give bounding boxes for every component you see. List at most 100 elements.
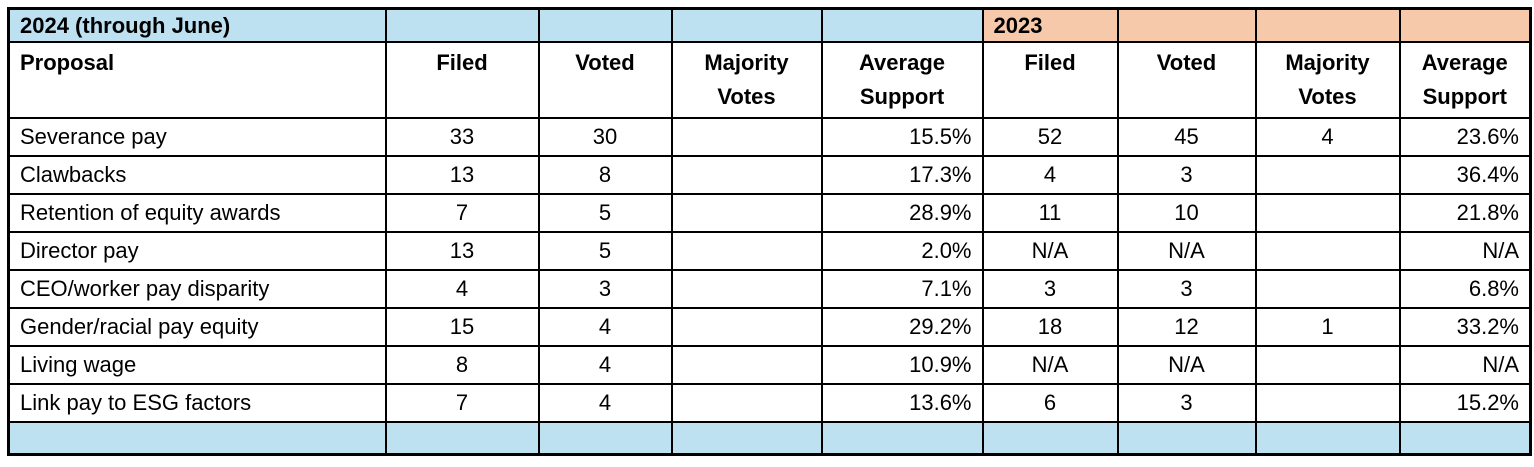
avg-2023-cell: N/A [1398, 345, 1532, 385]
avg-2023-cell: 36.4% [1398, 155, 1532, 195]
avg-2023-cell: 21.8% [1398, 193, 1532, 233]
footer-spacer-cell [820, 421, 984, 456]
voted-2024-cell: 5 [537, 231, 673, 271]
year-2024-spacer-cell [670, 7, 823, 43]
majority-2024-cell [670, 345, 823, 385]
avg-2023-cell: N/A [1398, 231, 1532, 271]
majority-2024-cell [670, 117, 823, 157]
filed-2023-cell: 18 [981, 307, 1119, 347]
avg-2024-cell: 10.9% [820, 345, 984, 385]
header-filed-2023: Filed [981, 41, 1119, 119]
header-voted-2024: Voted [537, 41, 673, 119]
voted-2023-cell: 3 [1116, 155, 1257, 195]
footer-spacer-cell [1254, 421, 1401, 456]
majority-2023-cell [1254, 383, 1401, 423]
table-row-severance-pay: Severance pay 33 30 15.5% 52 45 4 23.6% [7, 117, 1532, 157]
proposal-cell: CEO/worker pay disparity [7, 269, 387, 309]
avg-2024-cell: 15.5% [820, 117, 984, 157]
proposal-cell: Living wage [7, 345, 387, 385]
avg-2024-cell: 13.6% [820, 383, 984, 423]
filed-2024-cell: 13 [384, 155, 540, 195]
majority-2024-cell [670, 383, 823, 423]
footer-spacer-cell [537, 421, 673, 456]
footer-spacer-cell [1116, 421, 1257, 456]
proposal-cell: Severance pay [7, 117, 387, 157]
majority-2023-cell: 1 [1254, 307, 1401, 347]
voted-2023-cell: 12 [1116, 307, 1257, 347]
filed-2023-cell: N/A [981, 231, 1119, 271]
avg-2023-cell: 33.2% [1398, 307, 1532, 347]
avg-2024-cell: 2.0% [820, 231, 984, 271]
table-row-link-pay-to-esg-factors: Link pay to ESG factors 7 4 13.6% 6 3 15… [7, 383, 1532, 423]
year-2024-spacer-cell [384, 7, 540, 43]
voted-2024-cell: 4 [537, 345, 673, 385]
avg-2024-cell: 29.2% [820, 307, 984, 347]
filed-2024-cell: 7 [384, 383, 540, 423]
majority-2023-cell [1254, 269, 1401, 309]
year-2023-label: 2023 [981, 7, 1119, 43]
majority-2024-cell [670, 231, 823, 271]
voted-2023-cell: N/A [1116, 345, 1257, 385]
footer-spacer-cell [7, 421, 387, 456]
voted-2024-cell: 3 [537, 269, 673, 309]
voted-2023-cell: 10 [1116, 193, 1257, 233]
filed-2024-cell: 8 [384, 345, 540, 385]
year-header-row: 2024 (through June) 2023 [7, 7, 1532, 43]
voted-2023-cell: 3 [1116, 383, 1257, 423]
filed-2023-cell: N/A [981, 345, 1119, 385]
avg-2023-cell: 15.2% [1398, 383, 1532, 423]
voted-2024-cell: 30 [537, 117, 673, 157]
header-voted-2023: Voted [1116, 41, 1257, 119]
avg-2024-cell: 17.3% [820, 155, 984, 195]
avg-2024-cell: 7.1% [820, 269, 984, 309]
filed-2024-cell: 7 [384, 193, 540, 233]
proposal-cell: Clawbacks [7, 155, 387, 195]
header-proposal: Proposal [7, 41, 387, 119]
filed-2023-cell: 11 [981, 193, 1119, 233]
footer-spacer-row [7, 421, 1532, 456]
header-average-support-2023: Average Support [1398, 41, 1532, 119]
footer-spacer-cell [1398, 421, 1532, 456]
majority-2023-cell [1254, 155, 1401, 195]
header-majority-votes-2023: Majority Votes [1254, 41, 1401, 119]
filed-2023-cell: 52 [981, 117, 1119, 157]
voted-2024-cell: 4 [537, 307, 673, 347]
year-2024-label: 2024 (through June) [7, 7, 387, 43]
table-row-retention-of-equity-awards: Retention of equity awards 7 5 28.9% 11 … [7, 193, 1532, 233]
proposal-cell: Gender/racial pay equity [7, 307, 387, 347]
voted-2024-cell: 5 [537, 193, 673, 233]
proposal-cell: Retention of equity awards [7, 193, 387, 233]
table-row-clawbacks: Clawbacks 13 8 17.3% 4 3 36.4% [7, 155, 1532, 195]
filed-2023-cell: 3 [981, 269, 1119, 309]
voted-2023-cell: 45 [1116, 117, 1257, 157]
majority-2024-cell [670, 193, 823, 233]
avg-2024-cell: 28.9% [820, 193, 984, 233]
header-average-support-2024: Average Support [820, 41, 984, 119]
filed-2024-cell: 4 [384, 269, 540, 309]
majority-2023-cell [1254, 345, 1401, 385]
year-2023-spacer-cell [1398, 7, 1532, 43]
year-2024-spacer-cell [537, 7, 673, 43]
majority-2024-cell [670, 269, 823, 309]
proposal-cell: Director pay [7, 231, 387, 271]
year-2024-spacer-cell [820, 7, 984, 43]
year-2023-spacer-cell [1254, 7, 1401, 43]
header-filed-2024: Filed [384, 41, 540, 119]
table-row-director-pay: Director pay 13 5 2.0% N/A N/A N/A [7, 231, 1532, 271]
column-header-row: Proposal Filed Voted Majority Votes Aver… [7, 41, 1532, 119]
filed-2024-cell: 13 [384, 231, 540, 271]
compensation-proposals-table: 2024 (through June) 2023 Proposal Filed … [7, 7, 1532, 456]
table-row-living-wage: Living wage 8 4 10.9% N/A N/A N/A [7, 345, 1532, 385]
filed-2024-cell: 15 [384, 307, 540, 347]
table-row-gender-racial-pay-equity: Gender/racial pay equity 15 4 29.2% 18 1… [7, 307, 1532, 347]
footer-spacer-cell [981, 421, 1119, 456]
footer-spacer-cell [384, 421, 540, 456]
header-majority-votes-2024: Majority Votes [670, 41, 823, 119]
table-row-ceo-worker-pay-disparity: CEO/worker pay disparity 4 3 7.1% 3 3 6.… [7, 269, 1532, 309]
filed-2023-cell: 4 [981, 155, 1119, 195]
majority-2023-cell: 4 [1254, 117, 1401, 157]
voted-2024-cell: 4 [537, 383, 673, 423]
voted-2024-cell: 8 [537, 155, 673, 195]
voted-2023-cell: N/A [1116, 231, 1257, 271]
proposal-cell: Link pay to ESG factors [7, 383, 387, 423]
